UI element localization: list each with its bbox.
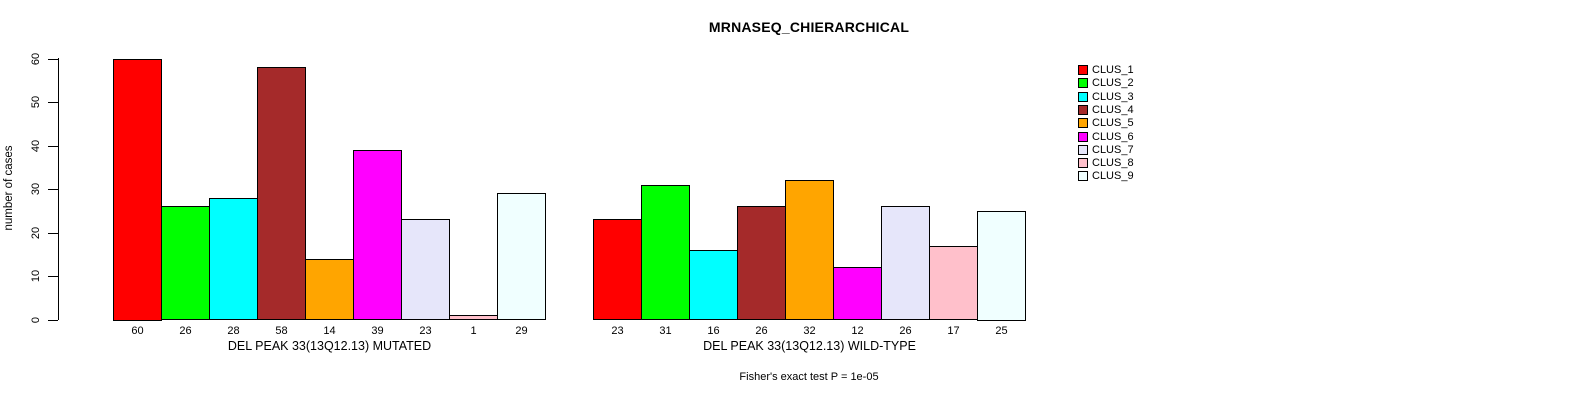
bar-value-label: 31 xyxy=(659,324,672,337)
bar-value-label: 23 xyxy=(611,324,624,337)
bar-value-label: 39 xyxy=(371,324,384,337)
bar-value-label: 29 xyxy=(515,324,528,337)
bar-clus_3 xyxy=(689,249,738,321)
bar-value-label: 16 xyxy=(707,324,720,337)
bar-value-label: 58 xyxy=(275,324,288,337)
group-x-axis-label: DEL PEAK 33(13Q12.13) MUTATED xyxy=(227,339,432,353)
bar-value-label: 14 xyxy=(323,324,336,337)
legend-label-clus_6: CLUS_6 xyxy=(1092,130,1134,143)
bar-clus_7 xyxy=(401,219,450,321)
y-tick-mark xyxy=(48,102,58,103)
bar-clus_6 xyxy=(353,149,402,321)
legend-swatch-clus_8 xyxy=(1078,158,1088,169)
bar-value-label: 32 xyxy=(803,324,816,337)
y-tick-mark xyxy=(48,276,58,277)
y-tick-label: 30 xyxy=(30,182,42,196)
group-x-axis-label: DEL PEAK 33(13Q12.13) WILD-TYPE xyxy=(703,339,916,353)
bar-clus_9 xyxy=(497,193,546,321)
bar-clus_1 xyxy=(113,58,162,321)
bar-clus_5 xyxy=(305,258,354,321)
bar-clus_4 xyxy=(737,206,786,321)
y-tick-label: 10 xyxy=(30,269,42,283)
legend-swatch-clus_2 xyxy=(1078,78,1088,89)
y-axis-line xyxy=(58,57,59,320)
y-tick-mark xyxy=(48,145,58,147)
bar-clus_9 xyxy=(977,210,1026,321)
y-tick-label: 20 xyxy=(30,226,42,239)
legend-label-clus_4: CLUS_4 xyxy=(1092,103,1134,116)
bar-clus_2 xyxy=(641,184,690,321)
y-tick-label: 50 xyxy=(30,95,42,109)
bar-value-label: 26 xyxy=(179,324,192,337)
legend-swatch-clus_1 xyxy=(1078,65,1088,75)
bar-value-label: 26 xyxy=(755,324,768,337)
y-tick-mark xyxy=(48,232,58,234)
y-tick-label: 60 xyxy=(30,52,42,65)
bar-clus_5 xyxy=(785,180,834,321)
bar-value-label: 12 xyxy=(851,324,864,337)
legend-swatch-clus_3 xyxy=(1078,91,1088,102)
bar-clus_4 xyxy=(257,67,306,321)
bar-value-label: 25 xyxy=(995,324,1008,337)
legend-label-clus_9: CLUS_9 xyxy=(1092,170,1134,183)
bar-clus_2 xyxy=(161,206,210,321)
fisher-test-annotation: Fisher's exact test P = 1e-05 xyxy=(739,371,879,383)
bar-clus_8 xyxy=(929,245,978,321)
y-axis-label: number of cases xyxy=(3,145,15,231)
chart-title: MRNASEQ_CHIERARCHICAL xyxy=(708,19,910,35)
y-tick-label: 40 xyxy=(30,139,42,152)
y-tick-mark xyxy=(48,189,58,190)
legend-swatch-clus_9 xyxy=(1078,171,1088,182)
legend-swatch-clus_5 xyxy=(1078,118,1088,129)
legend-label-clus_3: CLUS_3 xyxy=(1092,90,1134,103)
legend-label-clus_1: CLUS_1 xyxy=(1092,64,1134,76)
legend-label-clus_2: CLUS_2 xyxy=(1092,77,1134,90)
bar-clus_7 xyxy=(881,206,930,321)
legend-swatch-clus_7 xyxy=(1078,144,1088,155)
bar-value-label: 23 xyxy=(419,324,432,337)
bar-clus_8 xyxy=(449,315,498,321)
bar-clus_1 xyxy=(593,219,642,321)
bar-value-label: 60 xyxy=(131,324,144,337)
legend-label-clus_5: CLUS_5 xyxy=(1092,117,1134,130)
legend-swatch-clus_4 xyxy=(1078,104,1088,115)
legend-label-clus_8: CLUS_8 xyxy=(1092,157,1134,170)
bar-value-label: 17 xyxy=(947,324,960,337)
y-tick-mark xyxy=(48,58,58,60)
bar-value-label: 1 xyxy=(470,324,477,337)
bar-value-label: 26 xyxy=(899,324,912,337)
legend-label-clus_7: CLUS_7 xyxy=(1092,143,1134,156)
y-tick-mark xyxy=(48,319,58,321)
y-tick-label: 0 xyxy=(30,316,42,323)
bar-clus_3 xyxy=(209,197,258,321)
bar-clus_6 xyxy=(833,267,882,321)
bar-value-label: 28 xyxy=(227,324,240,337)
legend-swatch-clus_6 xyxy=(1078,131,1088,142)
